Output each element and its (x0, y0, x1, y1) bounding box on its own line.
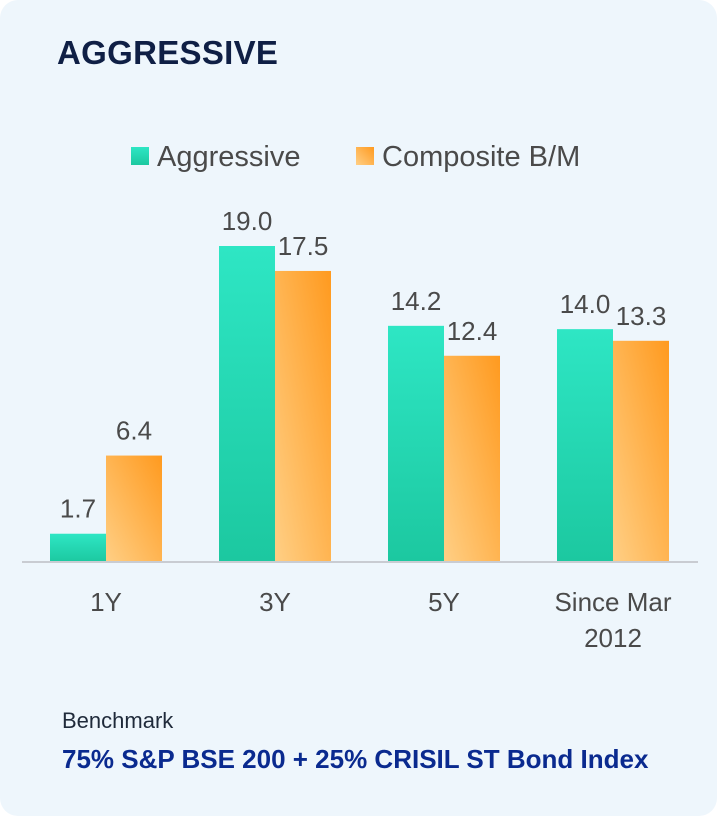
data-label: 19.0 (222, 206, 273, 236)
x-tick-label: 2012 (584, 623, 642, 653)
card-title: AGGRESSIVE (57, 34, 279, 71)
bar-composite-1 (275, 270, 331, 562)
data-label: 1.7 (60, 494, 96, 524)
bar-aggressive-1 (219, 246, 275, 562)
data-label: 12.4 (447, 316, 498, 346)
legend-swatch-1 (356, 147, 374, 165)
bar-aggressive-0 (50, 533, 106, 562)
bars-group: 1.7 6.4 19.017.5 14.212.4 14.0 13.3 (50, 206, 669, 562)
data-label: 14.2 (391, 286, 442, 316)
bar-composite-3 (613, 340, 669, 562)
bar-chart: Aggressive Composite B/M 1.7 6.4 19.017.5 14… (22, 141, 698, 653)
chart-legend: Aggressive Composite B/M (131, 141, 580, 173)
legend-label-0: Aggressive (157, 141, 300, 173)
data-label: 17.5 (278, 231, 329, 261)
x-tick-label: 1Y (90, 587, 122, 617)
legend-swatch-0 (131, 147, 149, 165)
x-tick-label: Since Mar (554, 587, 671, 617)
bar-aggressive-2 (388, 325, 444, 562)
x-tick-label: 5Y (428, 587, 460, 617)
bar-composite-0 (106, 455, 162, 562)
bar-aggressive-3 (557, 329, 613, 562)
x-tick-label: 3Y (259, 587, 291, 617)
legend-label-1: Composite B/M (382, 141, 580, 173)
data-label: 14.0 (560, 289, 611, 319)
data-label: 13.3 (616, 301, 667, 331)
benchmark-value: 75% S&P BSE 200 + 25% CRISIL ST Bond Ind… (62, 744, 649, 774)
bar-composite-2 (444, 355, 500, 562)
benchmark-label: Benchmark (62, 708, 174, 733)
x-tick-labels: 1Y 3Y 5Y Since Mar 2012 (90, 587, 672, 653)
data-label: 6.4 (116, 416, 152, 446)
